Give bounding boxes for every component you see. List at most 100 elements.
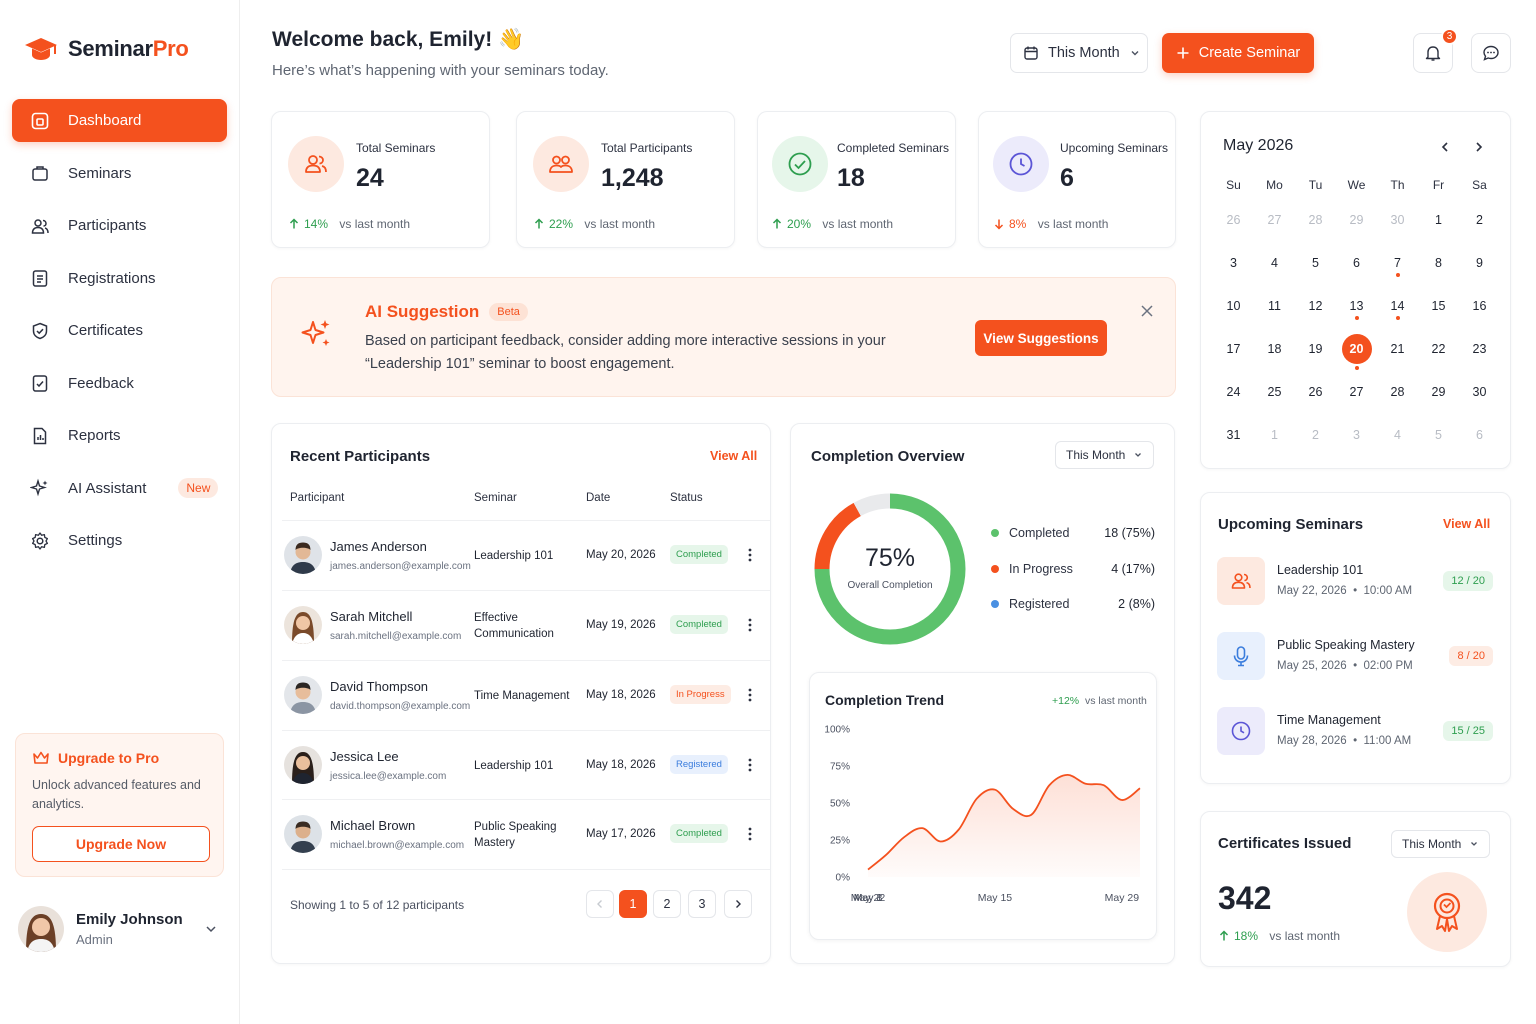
chevron-right-icon[interactable] xyxy=(1473,141,1485,153)
stat-card-total-seminars[interactable]: Total Seminars 24 14% vs last month xyxy=(271,111,490,248)
list-item[interactable]: Public Speaking Mastery May 25, 2026 • 0… xyxy=(1217,632,1495,684)
calendar-day[interactable]: 24 xyxy=(1213,370,1254,413)
calendar-day[interactable]: 30 xyxy=(1459,370,1500,413)
period-select[interactable]: This Month xyxy=(1010,33,1148,73)
calendar-day[interactable]: 4 xyxy=(1377,413,1418,456)
ai-suggestion-title: AI Suggestion Beta xyxy=(365,302,528,322)
calendar-day[interactable]: 3 xyxy=(1213,241,1254,284)
pagination-prev-button[interactable] xyxy=(586,890,614,918)
calendar-day[interactable]: 14 xyxy=(1377,284,1418,327)
pagination-next-button[interactable] xyxy=(724,890,752,918)
calendar-day[interactable]: 26 xyxy=(1213,198,1254,241)
chevron-down-icon[interactable] xyxy=(204,922,218,936)
view-suggestions-button[interactable]: View Suggestions xyxy=(975,320,1107,356)
shield-check-icon xyxy=(32,322,48,339)
calendar-day[interactable]: 15 xyxy=(1418,284,1459,327)
stat-label: Upcoming Seminars xyxy=(1060,141,1169,155)
legend-item-registered: Registered 2 (8%) xyxy=(991,597,1155,611)
calendar-day[interactable]: 22 xyxy=(1418,327,1459,370)
table-row[interactable]: Michael Brown michael.brown@example.com … xyxy=(282,799,770,869)
table-row[interactable]: David Thompson david.thompson@example.co… xyxy=(282,660,770,730)
stat-card-upcoming-seminars[interactable]: Upcoming Seminars 6 8% vs last month xyxy=(978,111,1176,248)
sidebar-item-settings[interactable]: Settings xyxy=(12,519,227,562)
calendar-day[interactable]: 21 xyxy=(1377,327,1418,370)
more-options-icon[interactable] xyxy=(748,548,752,562)
calendar-day[interactable]: 4 xyxy=(1254,241,1295,284)
calendar-day[interactable]: 6 xyxy=(1336,241,1377,284)
completion-period-select[interactable]: This Month xyxy=(1055,441,1155,469)
calendar-day[interactable]: 2 xyxy=(1459,198,1500,241)
sidebar-item-participants[interactable]: Participants xyxy=(12,204,227,247)
sidebar-item-feedback[interactable]: Feedback xyxy=(12,362,227,405)
calendar-day[interactable]: 6 xyxy=(1459,413,1500,456)
stat-card-completed-seminars[interactable]: Completed Seminars 18 20% vs last month xyxy=(757,111,956,248)
calendar-day[interactable]: 5 xyxy=(1295,241,1336,284)
calendar-day-number: 26 xyxy=(1226,212,1241,227)
pagination-page-2[interactable]: 2 xyxy=(653,890,681,918)
more-options-icon[interactable] xyxy=(748,688,752,702)
calendar-day[interactable]: 8 xyxy=(1418,241,1459,284)
calendar-day[interactable]: 19 xyxy=(1295,327,1336,370)
table-row[interactable]: Sarah Mitchell sarah.mitchell@example.co… xyxy=(282,590,770,660)
view-all-link[interactable]: View All xyxy=(1443,517,1491,531)
more-options-icon[interactable] xyxy=(748,758,752,772)
certificates-period-select[interactable]: This Month xyxy=(1391,830,1491,858)
sidebar-item-seminars[interactable]: Seminars xyxy=(12,152,227,195)
create-seminar-button[interactable]: Create Seminar xyxy=(1162,33,1314,73)
sidebar-item-ai-assistant[interactable]: AI Assistant New xyxy=(12,467,227,510)
calendar-day[interactable]: 28 xyxy=(1295,198,1336,241)
calendar-day[interactable]: 12 xyxy=(1295,284,1336,327)
calendar-day[interactable]: 1 xyxy=(1418,198,1459,241)
chevron-left-icon[interactable] xyxy=(1439,141,1451,153)
calendar-day[interactable]: 25 xyxy=(1254,370,1295,413)
calendar-day[interactable]: 13 xyxy=(1336,284,1377,327)
calendar-day[interactable]: 29 xyxy=(1336,198,1377,241)
weekday-label: Su xyxy=(1226,178,1241,192)
table-row[interactable]: James Anderson james.anderson@example.co… xyxy=(282,520,770,590)
calendar-day-number: 19 xyxy=(1308,341,1323,356)
list-item[interactable]: Leadership 101 May 22, 2026 • 10:00 AM 1… xyxy=(1217,557,1495,609)
list-item[interactable]: Time Management May 28, 2026 • 11:00 AM … xyxy=(1217,707,1495,759)
calendar-day[interactable]: 26 xyxy=(1295,370,1336,413)
pagination-page-1[interactable]: 1 xyxy=(619,890,647,918)
more-options-icon[interactable] xyxy=(748,827,752,841)
clock-icon xyxy=(993,136,1049,192)
brand-logo[interactable]: SeminarPro xyxy=(24,34,189,64)
more-options-icon[interactable] xyxy=(748,618,752,632)
sidebar-item-reports[interactable]: Reports xyxy=(12,414,227,457)
calendar-day[interactable]: 20 xyxy=(1336,327,1377,370)
completion-donut xyxy=(814,493,966,645)
calendar-day[interactable]: 10 xyxy=(1213,284,1254,327)
sidebar-item-registrations[interactable]: Registrations xyxy=(12,257,227,300)
calendar-day[interactable]: 16 xyxy=(1459,284,1500,327)
table-row[interactable]: Jessica Lee jessica.lee@example.com Lead… xyxy=(282,730,770,800)
calendar-day[interactable]: 27 xyxy=(1336,370,1377,413)
sidebar-item-certificates[interactable]: Certificates xyxy=(12,309,227,352)
calendar-day[interactable]: 28 xyxy=(1377,370,1418,413)
pagination-page-3[interactable]: 3 xyxy=(688,890,716,918)
calendar-day[interactable]: 23 xyxy=(1459,327,1500,370)
calendar-day[interactable]: 7 xyxy=(1377,241,1418,284)
calendar-day[interactable]: 11 xyxy=(1254,284,1295,327)
view-all-link[interactable]: View All xyxy=(710,449,758,463)
calendar-day[interactable]: 31 xyxy=(1213,413,1254,456)
x-tick-label: May 22 xyxy=(851,892,886,904)
calendar-day[interactable]: 30 xyxy=(1377,198,1418,241)
calendar-day[interactable]: 9 xyxy=(1459,241,1500,284)
calendar-day[interactable]: 18 xyxy=(1254,327,1295,370)
calendar-day[interactable]: 5 xyxy=(1418,413,1459,456)
calendar-day[interactable]: 2 xyxy=(1295,413,1336,456)
chat-button[interactable] xyxy=(1471,33,1511,73)
upgrade-now-button[interactable]: Upgrade Now xyxy=(32,826,210,862)
notifications-button[interactable]: 3 xyxy=(1413,28,1458,73)
calendar-day[interactable]: 1 xyxy=(1254,413,1295,456)
calendar-day[interactable]: 17 xyxy=(1213,327,1254,370)
user-profile[interactable]: Emily Johnson Admin xyxy=(18,904,218,954)
calendar-day[interactable]: 27 xyxy=(1254,198,1295,241)
calendar-day[interactable]: 29 xyxy=(1418,370,1459,413)
calendar-day[interactable]: 3 xyxy=(1336,413,1377,456)
seminar-datetime: May 28, 2026 • 11:00 AM xyxy=(1277,735,1412,747)
sidebar-item-dashboard[interactable]: Dashboard xyxy=(12,99,227,142)
close-icon[interactable] xyxy=(1140,304,1154,318)
stat-card-total-participants[interactable]: Total Participants 1,248 22% vs last mon… xyxy=(516,111,735,248)
